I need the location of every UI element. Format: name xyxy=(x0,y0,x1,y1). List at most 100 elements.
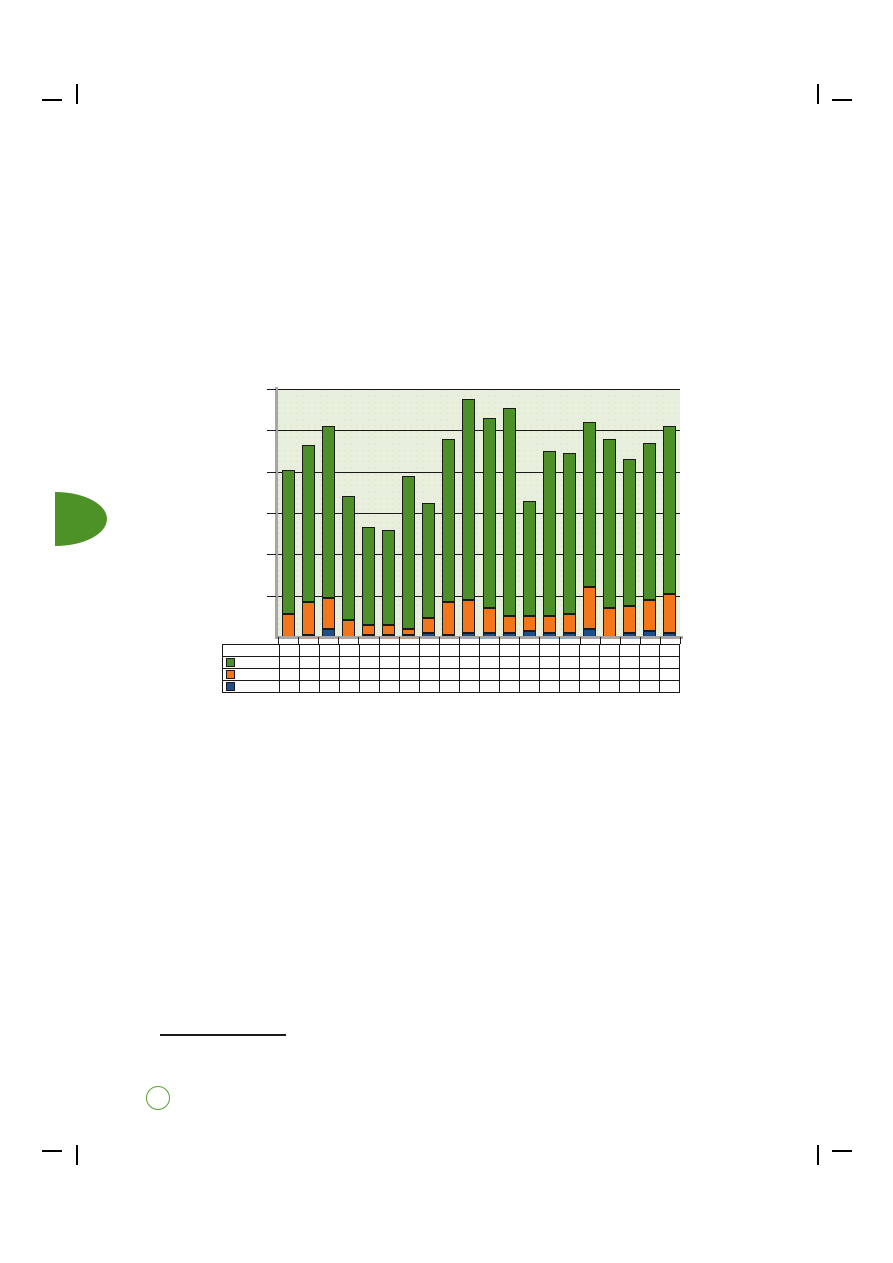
chart-bar-segment xyxy=(482,608,496,633)
table-cell xyxy=(399,668,420,681)
legend-swatch-orange-icon xyxy=(226,670,235,679)
table-cell xyxy=(359,680,380,693)
table-cell xyxy=(599,644,620,657)
chart-bar-segment xyxy=(462,599,476,633)
chart-bar xyxy=(462,389,476,637)
table-cell xyxy=(459,644,480,657)
table-cell xyxy=(539,668,560,681)
chart-x-tick xyxy=(659,637,661,644)
chart-x-tick xyxy=(639,637,641,644)
table-cell xyxy=(519,668,540,681)
table-cell xyxy=(659,644,680,657)
chart-bar-segment xyxy=(301,601,315,635)
chapter-thumb-tab xyxy=(55,492,107,546)
chart-bar-segment xyxy=(281,469,295,615)
chart-bar xyxy=(422,389,436,637)
table-cell xyxy=(339,644,360,657)
table-cell xyxy=(359,668,380,681)
chart-bar xyxy=(522,389,536,637)
table-cell xyxy=(499,668,520,681)
table-row xyxy=(222,644,680,657)
chart-bar-segment xyxy=(663,593,677,633)
footnote-separator-rule xyxy=(160,1034,286,1036)
chart-bar-segment xyxy=(562,453,576,615)
table-cell xyxy=(399,680,420,693)
chart-bar-segment xyxy=(522,616,536,631)
chart-bar xyxy=(321,389,335,637)
table-cell xyxy=(519,680,540,693)
chart-x-tick xyxy=(539,637,541,644)
page-number-bullet xyxy=(146,1086,170,1110)
chart-data-table xyxy=(222,644,680,693)
chart-plot-frame xyxy=(275,387,680,637)
table-cell xyxy=(439,668,460,681)
chart-bar-segment xyxy=(542,451,556,617)
chart-bar-segment xyxy=(562,614,576,633)
chart-x-tick xyxy=(278,637,279,644)
chart-bar xyxy=(382,389,396,637)
legend-swatch-green-icon xyxy=(226,658,235,667)
chart-x-tick xyxy=(378,637,380,644)
chart-bar-segment xyxy=(542,616,556,633)
chart-bar xyxy=(442,389,456,637)
table-cell xyxy=(299,680,320,693)
table-cell xyxy=(299,656,320,669)
crop-mark-top-left-horizontal xyxy=(42,99,62,101)
table-cell xyxy=(479,680,500,693)
chart-bar-segment xyxy=(643,599,657,631)
crop-mark-top-right-vertical xyxy=(817,84,819,104)
table-cell xyxy=(419,668,440,681)
chart-y-tick xyxy=(267,595,276,597)
data-table-body xyxy=(222,644,680,693)
chart-bar-segment xyxy=(643,442,657,600)
chart-bar-segment xyxy=(321,597,335,629)
table-legend-cell xyxy=(222,656,280,669)
chart-bar-segment xyxy=(422,502,436,619)
chart-bar xyxy=(502,389,516,637)
stacked-column-chart xyxy=(222,387,683,693)
chart-bar xyxy=(542,389,556,637)
chart-y-axis xyxy=(275,387,278,639)
chart-bar-segment xyxy=(442,438,456,602)
crop-mark-bottom-right-vertical xyxy=(817,1145,819,1165)
table-cell xyxy=(659,656,680,669)
chart-gridline xyxy=(278,554,680,556)
chart-bar-segment xyxy=(502,616,516,633)
table-cell xyxy=(359,644,380,657)
chart-x-tick xyxy=(398,637,400,644)
chart-bar-segment xyxy=(502,407,516,617)
table-cell xyxy=(479,668,500,681)
chart-y-tick xyxy=(267,389,276,390)
chart-bar xyxy=(281,389,295,637)
chart-bar xyxy=(643,389,657,637)
table-cell xyxy=(519,656,540,669)
table-cell xyxy=(559,680,580,693)
chart-x-tick xyxy=(499,637,501,644)
table-cell xyxy=(279,656,300,669)
chart-x-tick xyxy=(338,637,340,644)
chart-x-tick xyxy=(418,637,420,644)
chart-bar-segment xyxy=(663,426,677,594)
chart-bar xyxy=(341,389,355,637)
table-cell xyxy=(279,680,300,693)
chart-x-tick xyxy=(519,637,521,644)
table-cell xyxy=(419,656,440,669)
table-cell xyxy=(439,680,460,693)
table-cell xyxy=(639,644,660,657)
chart-bar-segment xyxy=(583,587,597,629)
legend-swatch-blue-icon xyxy=(226,682,235,691)
chart-bar xyxy=(663,389,677,637)
table-cell xyxy=(479,656,500,669)
table-cell xyxy=(539,656,560,669)
chart-gridline xyxy=(278,430,680,432)
table-cell xyxy=(439,656,460,669)
table-cell xyxy=(339,668,360,681)
chart-gridline xyxy=(278,513,680,514)
table-cell xyxy=(559,644,580,657)
chart-x-tick xyxy=(680,637,681,644)
table-cell xyxy=(559,656,580,669)
table-cell xyxy=(519,644,540,657)
chart-bar-segment xyxy=(361,624,375,635)
table-cell xyxy=(659,668,680,681)
